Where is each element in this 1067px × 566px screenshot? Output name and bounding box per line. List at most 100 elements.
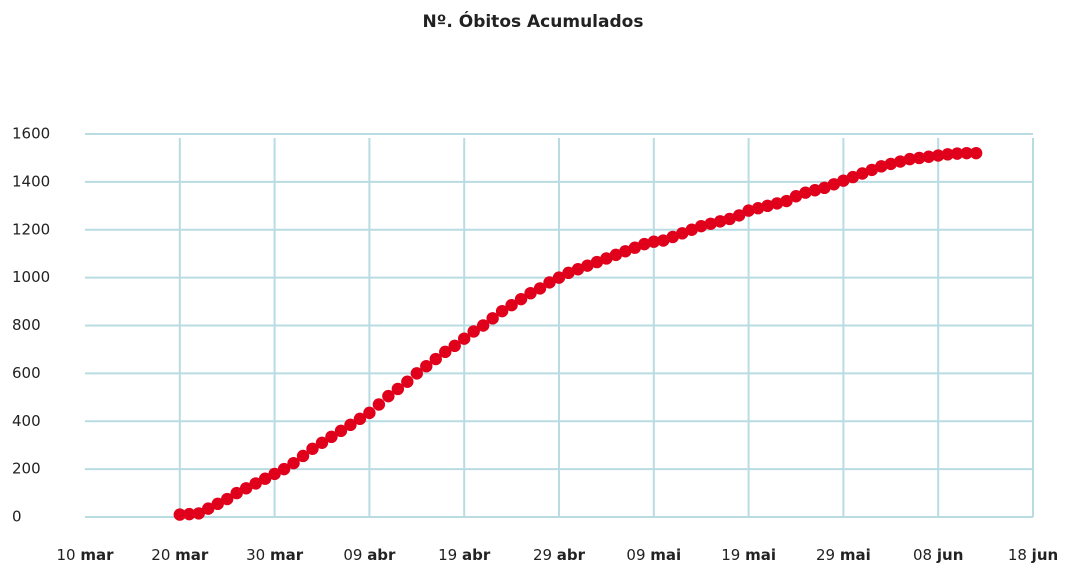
x-tick-label: 29 abr	[533, 546, 586, 564]
point	[950, 147, 964, 160]
point	[894, 155, 907, 168]
point	[258, 472, 272, 485]
point	[941, 148, 954, 161]
point	[315, 436, 329, 449]
y-tick-label: 1400	[12, 172, 50, 190]
point	[562, 266, 575, 280]
point	[780, 194, 793, 208]
point	[429, 352, 442, 366]
point	[334, 424, 348, 438]
point	[173, 508, 186, 521]
point	[410, 367, 423, 380]
point	[723, 212, 736, 226]
point	[808, 184, 822, 197]
chart-title: Nº. Óbitos Acumulados	[423, 10, 644, 32]
point	[296, 449, 310, 463]
point	[704, 217, 717, 230]
point	[287, 456, 300, 470]
point	[211, 497, 224, 511]
y-tick-label: 600	[12, 364, 41, 382]
point	[467, 325, 480, 338]
point	[401, 375, 414, 388]
point	[533, 282, 547, 295]
point	[685, 223, 698, 236]
point	[969, 146, 983, 160]
point	[363, 406, 376, 420]
point	[382, 389, 395, 403]
point	[856, 167, 869, 180]
point	[325, 430, 338, 444]
y-tick-label: 0	[12, 508, 22, 526]
point	[486, 312, 499, 325]
x-tick-label: 10 mar	[56, 546, 114, 564]
point	[761, 199, 774, 213]
point	[306, 442, 319, 455]
point	[391, 382, 405, 396]
point	[818, 181, 831, 195]
y-tick-label: 1600	[12, 125, 50, 143]
point	[221, 492, 234, 506]
point	[619, 245, 632, 258]
point	[458, 332, 471, 345]
x-tick-label: 09 mai	[626, 546, 681, 564]
point	[495, 304, 509, 318]
point	[202, 502, 215, 515]
point	[770, 197, 784, 210]
point	[932, 149, 945, 162]
point	[657, 234, 670, 247]
point	[628, 241, 642, 254]
point	[344, 418, 357, 432]
point	[922, 150, 935, 163]
point	[590, 255, 604, 269]
point	[353, 412, 367, 426]
point	[230, 486, 243, 500]
point	[666, 230, 679, 244]
point	[192, 507, 205, 520]
x-tick-label: 29 mai	[816, 546, 871, 564]
point	[524, 286, 537, 300]
point	[676, 227, 689, 240]
point	[581, 259, 594, 272]
point	[751, 202, 765, 215]
point	[420, 359, 433, 373]
y-tick-label: 1200	[12, 220, 50, 238]
point	[268, 467, 281, 481]
point	[913, 151, 926, 165]
point	[742, 204, 755, 217]
point	[846, 170, 860, 184]
x-tick-label: 18 jun	[1008, 546, 1058, 564]
point	[239, 482, 253, 495]
x-tick-label: 09 abr	[343, 546, 396, 564]
point	[837, 174, 850, 187]
point	[865, 163, 879, 177]
y-tick-label: 1000	[12, 268, 50, 286]
point	[732, 209, 746, 222]
point	[543, 276, 556, 289]
point	[638, 237, 651, 251]
point	[448, 339, 461, 353]
point	[903, 152, 916, 166]
point	[827, 178, 841, 191]
point	[789, 190, 803, 203]
point	[514, 292, 528, 306]
point	[695, 219, 708, 233]
y-tick-label: 400	[12, 412, 41, 430]
point	[960, 146, 973, 160]
point	[875, 160, 888, 173]
x-tick-label: 19 abr	[438, 546, 491, 564]
point	[439, 345, 452, 359]
point	[609, 248, 623, 262]
x-tick-label: 20 mar	[151, 546, 209, 564]
point	[277, 462, 291, 476]
x-tick-label: 19 mai	[721, 546, 776, 564]
y-tick-label: 200	[12, 460, 41, 478]
point	[600, 252, 613, 265]
point	[647, 235, 660, 248]
point	[249, 477, 262, 490]
y-tick-label: 800	[12, 316, 41, 334]
point	[799, 186, 812, 199]
point	[183, 507, 196, 521]
point	[552, 271, 566, 284]
x-tick-label: 30 mar	[246, 546, 304, 564]
